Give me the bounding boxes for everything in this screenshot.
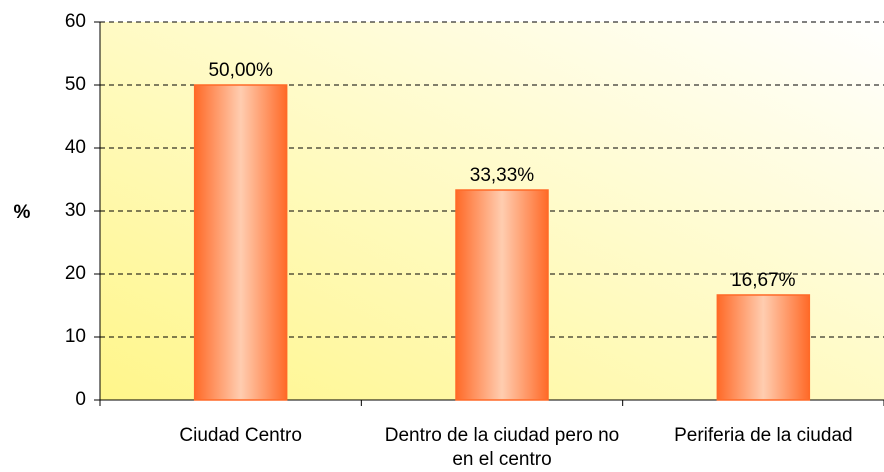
bar [455,189,549,401]
x-tick-label: Ciudad Centro [179,425,302,446]
y-tick-label: 0 [75,389,86,410]
y-tick-label: 20 [65,263,86,284]
y-tick-label: 60 [65,11,86,32]
y-tick-label: 10 [65,326,86,347]
y-axis-label: % [14,202,31,223]
bar [716,294,811,401]
x-tick-label: Dentro de la ciudad pero no en el centro [384,425,620,470]
value-label: 33,33% [470,165,535,186]
x-tick-label: Periferia de la ciudad [674,425,853,446]
bar [193,84,288,401]
y-tick-label: 40 [65,137,86,158]
value-label: 16,67% [731,270,796,291]
y-tick-label: 30 [65,200,86,221]
value-label: 50,00% [208,60,273,81]
y-tick-label: 50 [65,74,86,95]
